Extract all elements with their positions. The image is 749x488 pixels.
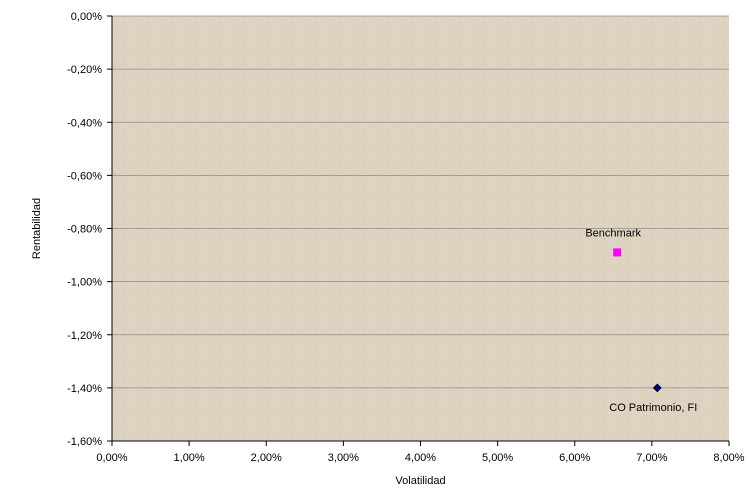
x-tick-label-7: 7,00% bbox=[636, 452, 667, 464]
y-tick-label-8: -1,60% bbox=[67, 436, 102, 448]
gridlines bbox=[112, 15, 729, 389]
y-tick-label-2: -0,40% bbox=[67, 117, 102, 129]
point-label-co-patrimonio-fi: CO Patrimonio, FI bbox=[609, 402, 697, 414]
x-tick-label-4: 4,00% bbox=[405, 452, 436, 464]
data-points: Benchmark CO Patrimonio, FI bbox=[585, 227, 697, 413]
x-tick-label-5: 5,00% bbox=[482, 452, 513, 464]
y-tick-label-4: -0,80% bbox=[67, 224, 102, 236]
point-label-benchmark: Benchmark bbox=[585, 227, 641, 239]
x-tick-label-0: 0,00% bbox=[96, 452, 127, 464]
point-benchmark bbox=[613, 248, 622, 257]
y-axis-ticks: 0,00% -0,20% -0,40% -0,60% -0,80% -1,00% -1,20… bbox=[67, 11, 112, 448]
y-axis-title: Rentabilidad bbox=[31, 198, 43, 259]
x-tick-label-6: 6,00% bbox=[559, 452, 590, 464]
x-axis-title: Volatilidad bbox=[395, 475, 445, 487]
y-tick-label-6: -1,20% bbox=[67, 330, 102, 342]
y-tick-label-1: -0,20% bbox=[67, 64, 102, 76]
y-tick-label-3: -0,60% bbox=[67, 170, 102, 182]
x-tick-label-8: 8,00% bbox=[713, 452, 744, 464]
x-tick-label-1: 1,00% bbox=[174, 452, 205, 464]
y-tick-label-5: -1,00% bbox=[67, 277, 102, 289]
y-tick-label-7: -1,40% bbox=[67, 383, 102, 395]
x-tick-label-2: 2,00% bbox=[251, 452, 282, 464]
y-tick-label-0: 0,00% bbox=[71, 11, 102, 23]
x-tick-label-3: 3,00% bbox=[328, 452, 359, 464]
point-co-patrimonio-fi bbox=[652, 383, 662, 393]
x-axis-ticks: 0,00% 1,00% 2,00% 3,00% 4,00% 5,00% 6,00% 7,00%… bbox=[96, 441, 745, 464]
